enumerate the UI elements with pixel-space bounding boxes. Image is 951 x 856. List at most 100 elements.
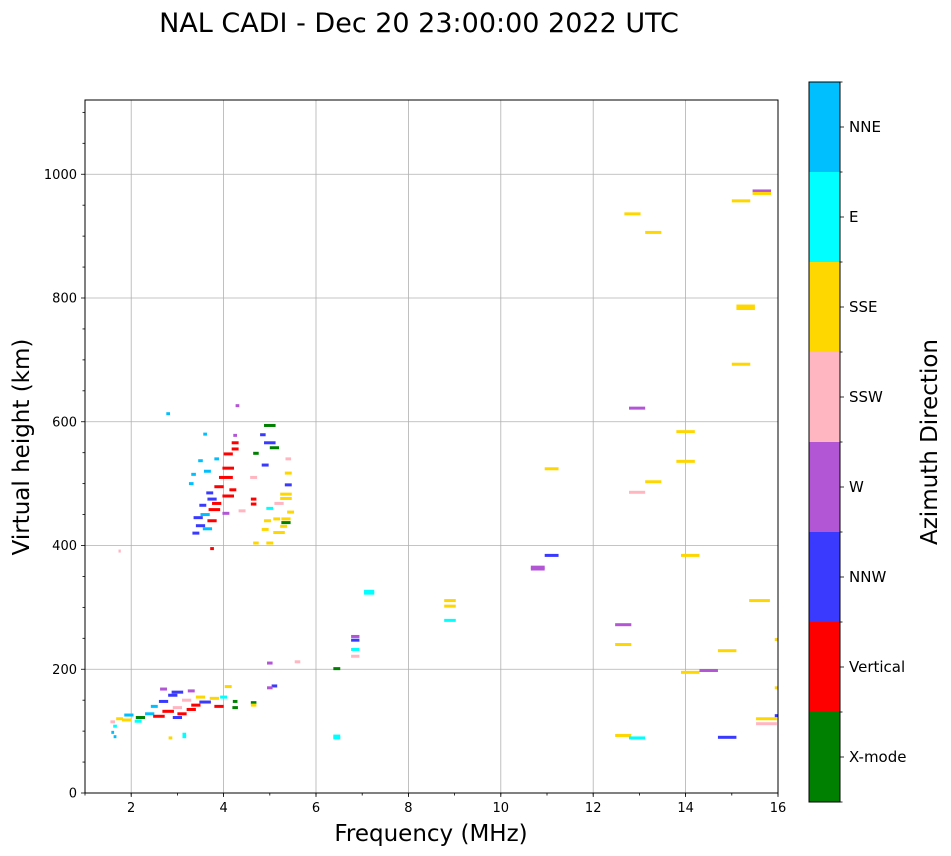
echo-point <box>264 441 276 445</box>
azimuth-colorbar: X-mode Vertical NNW W SSW SSE E NNE <box>808 81 906 803</box>
echo-point <box>162 709 174 713</box>
echo-point <box>207 519 217 523</box>
colorbar-segment <box>809 622 840 712</box>
echo-point <box>199 700 211 704</box>
colorbar-frame <box>808 81 841 803</box>
echo-point <box>134 719 142 723</box>
echo-point <box>218 475 233 479</box>
echo-point <box>118 549 121 553</box>
echo-point <box>158 699 169 703</box>
colorbar-segment <box>809 172 840 262</box>
echo-point <box>232 699 238 703</box>
echo-point <box>210 547 214 551</box>
echo-point <box>774 638 779 642</box>
echo-point <box>680 553 700 557</box>
echo-point <box>645 480 662 484</box>
echo-point <box>717 735 737 739</box>
echo-point <box>222 494 234 498</box>
echo-point <box>444 604 456 608</box>
echo-point <box>121 718 132 722</box>
echo-point <box>269 446 280 450</box>
echo-point <box>285 457 292 461</box>
echo-point <box>214 704 224 708</box>
echo-point <box>364 591 375 595</box>
colorbar-segment <box>809 442 840 532</box>
echo-point <box>266 541 274 545</box>
y-axis-title: Virtual height (km) <box>9 339 35 556</box>
colorbar-segment <box>809 262 840 352</box>
echo-point <box>280 524 288 528</box>
echo-point <box>214 485 224 489</box>
echo-point <box>191 472 196 476</box>
colorbar-label: SSE <box>849 298 878 316</box>
echo-point <box>281 521 291 525</box>
echo-point <box>351 638 360 642</box>
echo-point <box>731 199 751 203</box>
echo-point <box>166 412 171 416</box>
echo-point <box>223 452 233 456</box>
echo-point <box>168 736 173 740</box>
echo-point <box>756 722 777 726</box>
echo-point <box>232 706 238 710</box>
y-axis-ticks: 0 200 400 600 800 1000 <box>44 111 85 802</box>
colorbar-segment <box>809 712 840 802</box>
colorbar-segment <box>809 82 840 172</box>
echo-point <box>222 466 234 470</box>
echo-point <box>209 696 219 700</box>
echo-point <box>203 432 207 436</box>
echo-point <box>629 736 646 740</box>
echo-point <box>333 667 341 671</box>
echo-point <box>266 506 274 510</box>
colorbar-label: X-mode <box>849 748 906 766</box>
x-tick-label: 16 <box>770 801 787 816</box>
echo-point <box>287 510 295 514</box>
echo-point <box>444 599 456 603</box>
echo-point <box>264 423 276 427</box>
colorbar-label: W <box>849 478 864 496</box>
echo-point <box>182 698 192 702</box>
echo-point <box>351 654 360 658</box>
echo-point <box>294 660 301 664</box>
echo-point <box>195 524 206 528</box>
echo-points <box>110 189 779 740</box>
echo-point <box>111 730 115 734</box>
y-tick-label: 0 <box>69 787 77 802</box>
x-tick-label: 6 <box>312 801 320 816</box>
echo-point <box>680 670 700 674</box>
echo-point <box>333 734 341 738</box>
echo-point <box>182 735 187 739</box>
echo-point <box>260 433 266 437</box>
echo-point <box>615 643 632 646</box>
echo-point <box>153 714 165 718</box>
echo-point <box>214 457 219 461</box>
echo-point <box>645 230 662 234</box>
echo-point <box>195 695 206 699</box>
echo-point <box>615 623 632 627</box>
echo-point <box>544 553 559 557</box>
echo-point <box>530 565 545 569</box>
echo-point <box>171 690 184 694</box>
echo-point <box>364 589 375 593</box>
echo-point <box>177 712 187 716</box>
echo-point <box>736 307 755 311</box>
echo-point <box>235 404 240 408</box>
echo-point <box>274 501 284 505</box>
echo-point <box>233 433 237 437</box>
echo-point <box>253 451 259 455</box>
chart-title: NAL CADI - Dec 20 23:00:00 2022 UTC <box>159 8 679 39</box>
echo-point <box>186 707 196 711</box>
echo-point <box>203 469 211 473</box>
echo-point <box>280 492 292 496</box>
echo-point <box>752 189 772 193</box>
echo-point <box>676 459 695 463</box>
colorbar-label: NNW <box>849 568 886 586</box>
x-tick-label: 4 <box>219 801 227 816</box>
colorbar-segment <box>809 532 840 622</box>
x-tick-label: 2 <box>127 801 135 816</box>
x-tick-label: 8 <box>404 801 412 816</box>
x-tick-label: 10 <box>493 801 510 816</box>
echo-point <box>124 713 134 717</box>
echo-point <box>231 447 239 451</box>
x-tick-label: 12 <box>585 801 602 816</box>
